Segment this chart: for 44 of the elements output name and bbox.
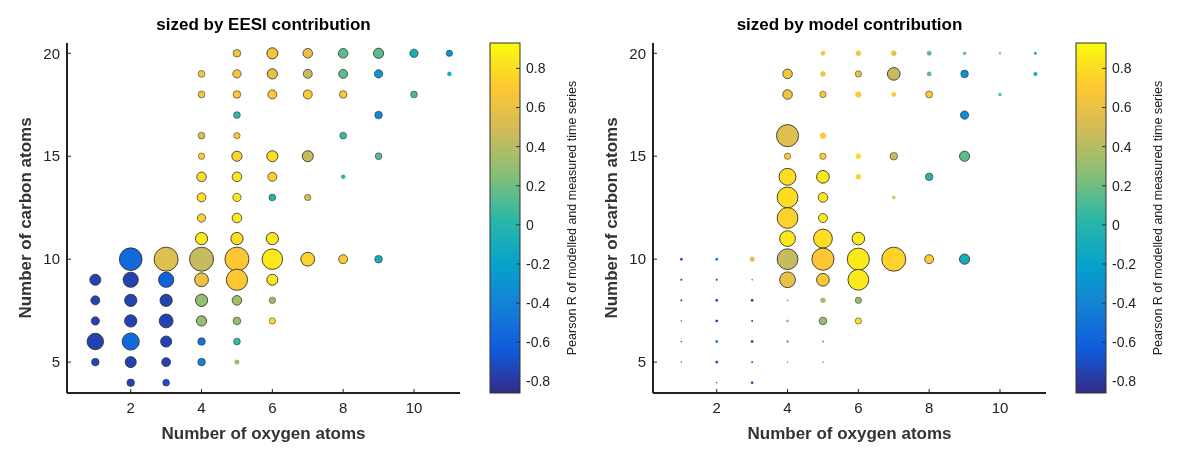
color-bar-label: -0.8 xyxy=(1112,373,1137,390)
color-bar-label: 0.6 xyxy=(526,99,546,116)
x-axis-title: Number of oxygen atoms xyxy=(747,424,952,443)
color-bar-label: -0.4 xyxy=(1112,294,1137,311)
color-bar-label: -0.6 xyxy=(526,334,551,351)
y-axis-title: Number of carbon atoms xyxy=(602,117,621,319)
color-bar-label: -0.8 xyxy=(526,373,551,390)
color-bar-label: 0.2 xyxy=(1112,177,1132,194)
color-bar-label: -0.2 xyxy=(526,255,551,272)
y-tick-label: 20 xyxy=(43,44,60,62)
chart-title: sized by model contribution xyxy=(736,15,963,34)
color-bar-label: 0 xyxy=(1112,216,1120,233)
color-bar-label: 0.2 xyxy=(526,177,546,194)
color-bar-label: 0.4 xyxy=(526,138,546,155)
y-tick-label: 15 xyxy=(629,147,646,165)
x-tick-label: 6 xyxy=(854,399,863,416)
color-bar-label: -0.4 xyxy=(526,294,551,311)
color-bar-title: Pearson R of modelled and measured time series xyxy=(1151,80,1165,356)
x-tick-label: 4 xyxy=(783,399,792,416)
x-tick-label: 10 xyxy=(991,399,1009,416)
color-bar-label: 0.8 xyxy=(526,60,546,77)
color-bar-label: -0.2 xyxy=(1112,255,1137,272)
y-tick-label: 15 xyxy=(43,147,60,165)
chart-title: sized by EESI contribution xyxy=(156,15,371,34)
y-tick-label: 5 xyxy=(51,353,60,371)
x-tick-label: 10 xyxy=(405,399,423,416)
color-bar-title: Pearson R of modelled and measured time series xyxy=(565,80,579,356)
y-tick-label: 20 xyxy=(629,44,646,62)
x-tick-label: 2 xyxy=(712,399,721,416)
x-axis-title: Number of oxygen atoms xyxy=(161,424,366,443)
y-axis-title: Number of carbon atoms xyxy=(16,117,35,319)
y-tick-label: 5 xyxy=(637,353,646,371)
x-tick-label: 2 xyxy=(126,399,135,416)
color-bar-label: 0.4 xyxy=(1112,138,1132,155)
x-tick-label: 8 xyxy=(924,399,934,416)
y-tick-label: 10 xyxy=(629,250,646,268)
color-bar-label: -0.6 xyxy=(1112,334,1137,351)
y-tick-label: 10 xyxy=(43,250,60,268)
x-tick-label: 4 xyxy=(197,399,206,416)
color-bar-label: 0.6 xyxy=(1112,99,1132,116)
color-bar-label: 0.8 xyxy=(1112,60,1132,77)
x-tick-label: 8 xyxy=(338,399,348,416)
color-bar-label: 0 xyxy=(526,216,534,233)
x-tick-label: 6 xyxy=(268,399,277,416)
